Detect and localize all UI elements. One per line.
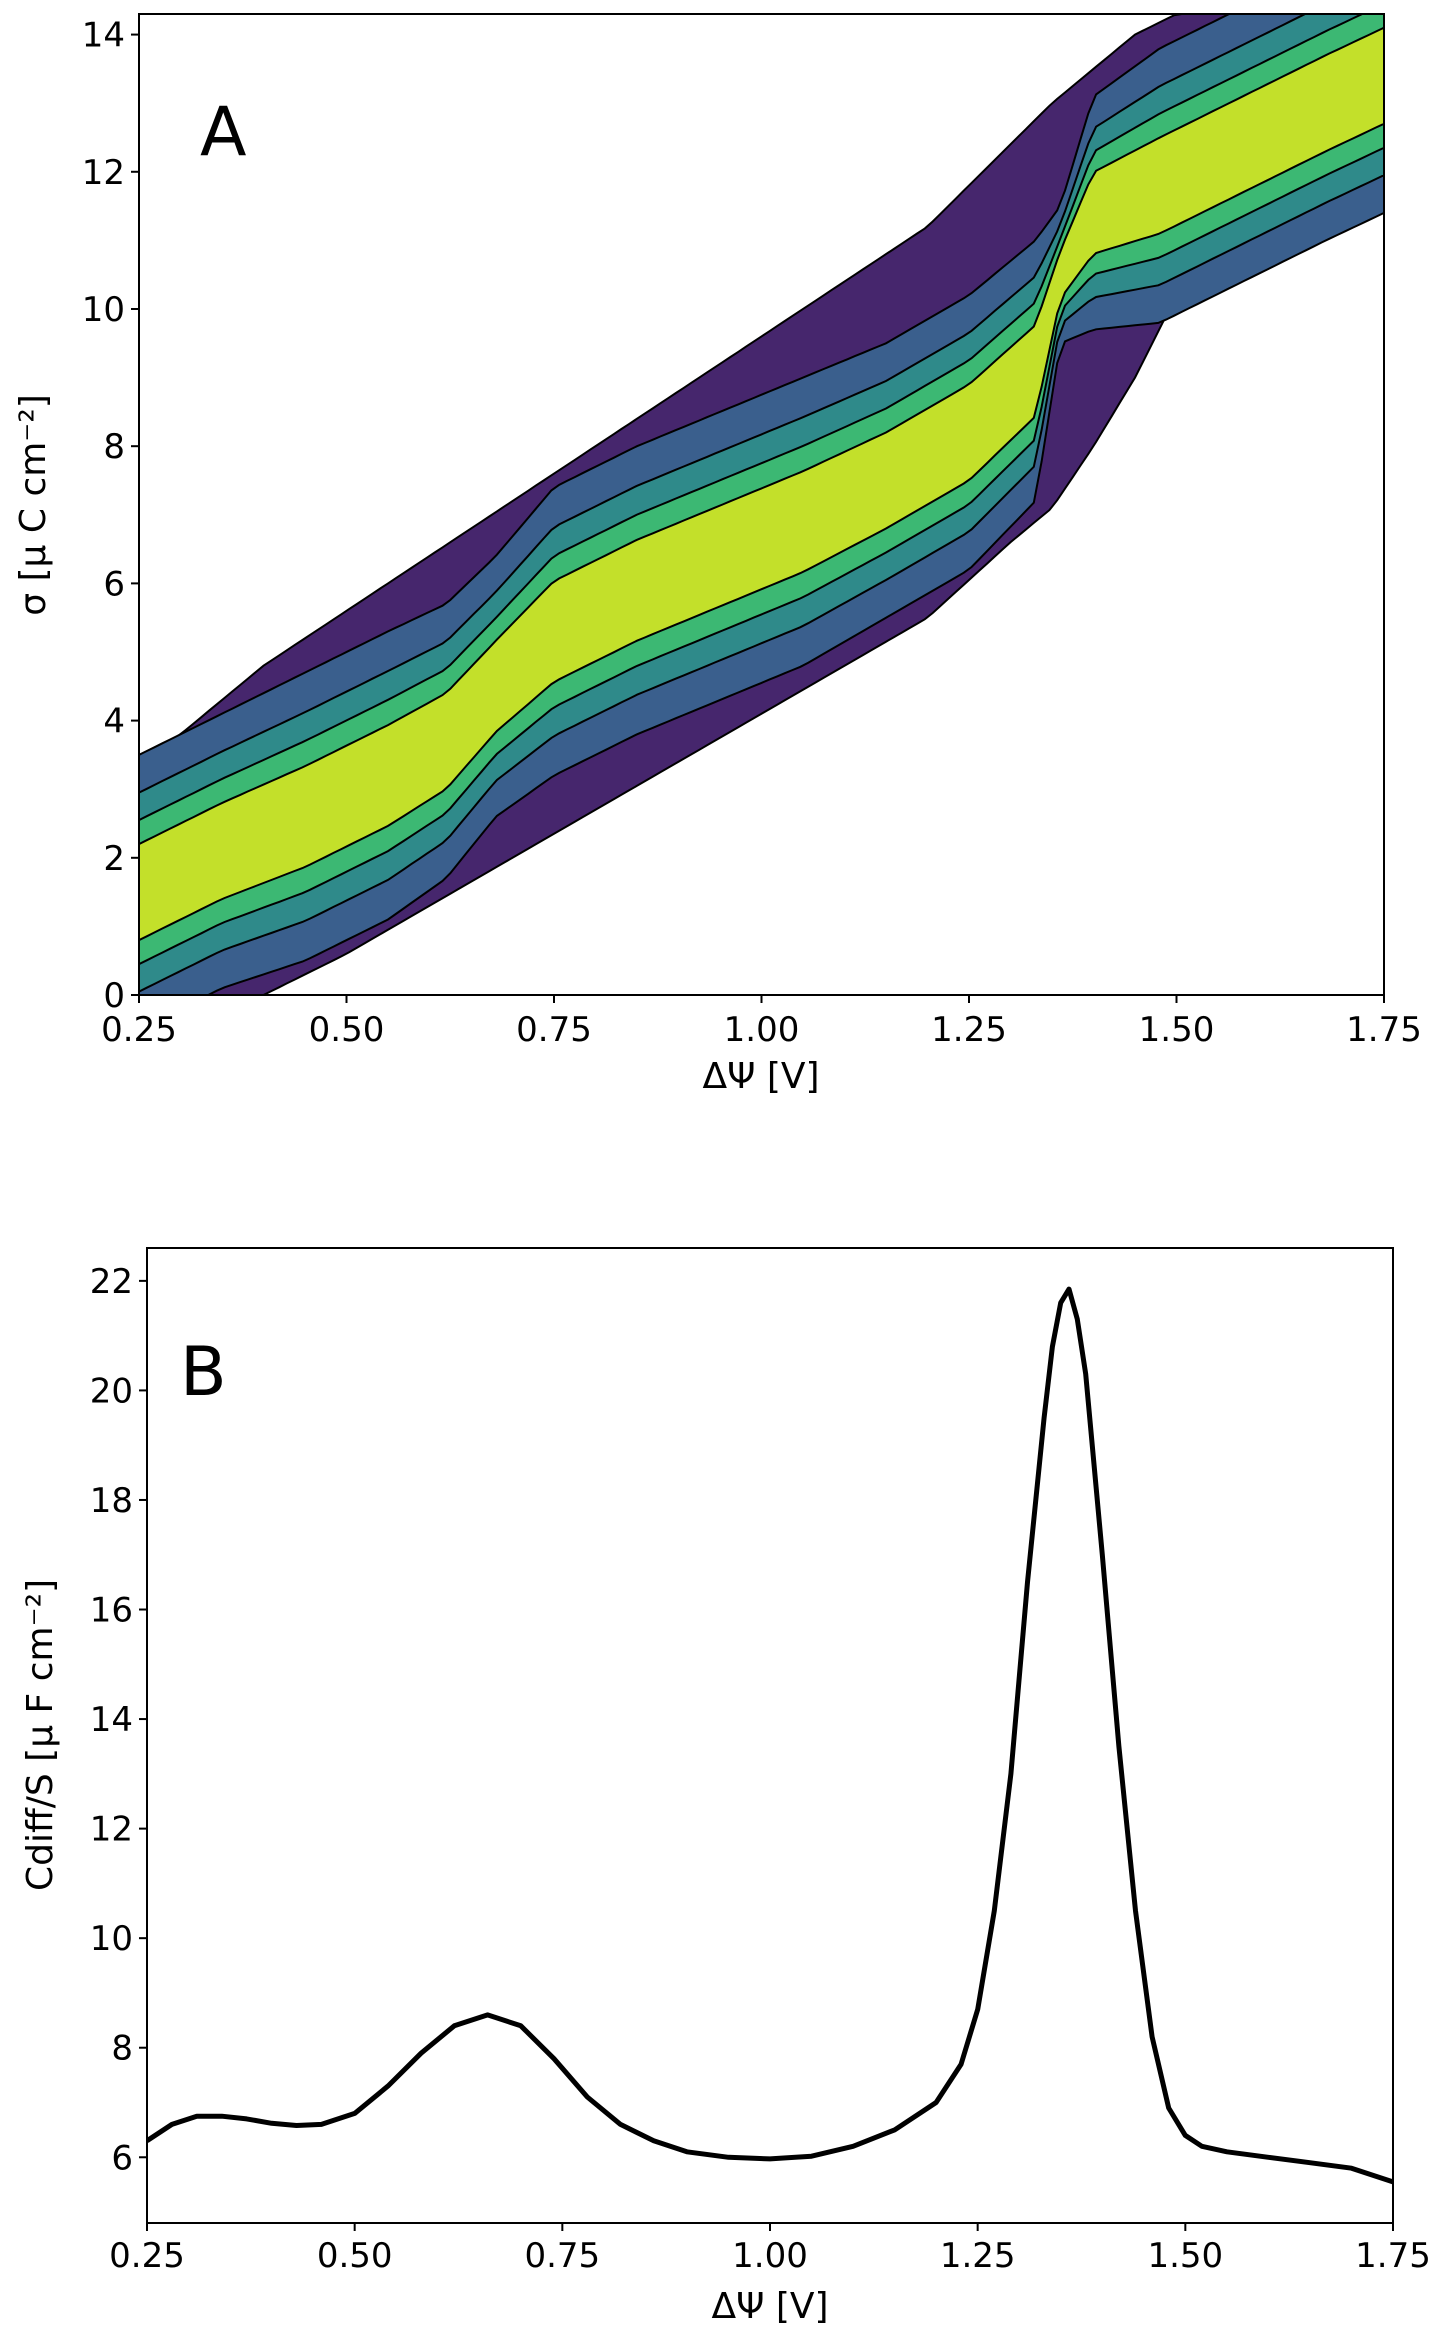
x-tick-label-b: 1.50 <box>1147 2236 1223 2276</box>
panel-a: 0.25 0.50 0.75 1.00 1.25 1.50 1.75 0 2 4 6 8 10 12 14… <box>13 13 1422 1097</box>
y-tick-label-b: 8 <box>111 2029 133 2069</box>
y-axis-a: 0 2 4 6 8 10 12 14 <box>82 16 139 1016</box>
x-tick-label-b: 1.25 <box>940 2236 1016 2276</box>
x-tick-label-b: 1.75 <box>1355 2236 1431 2276</box>
y-tick-label-a: 0 <box>103 976 125 1016</box>
y-tick-label-b: 22 <box>90 1262 133 1302</box>
line-plot-area <box>147 1286 1393 2185</box>
x-tick-label-a: 0.50 <box>309 1010 385 1050</box>
y-tick-label-a: 14 <box>82 16 125 56</box>
y-tick-label-a: 4 <box>103 702 125 742</box>
y-axis-b: 6 8 10 12 14 16 18 20 22 <box>90 1262 147 2178</box>
x-tick-label-b: 0.25 <box>109 2236 185 2276</box>
contour-plot-area <box>139 14 1384 995</box>
panel-label-b: B <box>180 1333 227 1412</box>
plot-frame-b <box>146 1247 1394 2224</box>
x-tick-label-a: 0.75 <box>516 1010 592 1050</box>
x-tick-label-a: 1.50 <box>1139 1010 1215 1050</box>
x-tick-label-b: 1.00 <box>732 2236 808 2276</box>
x-tick-label-a: 1.00 <box>724 1010 800 1050</box>
y-tick-label-b: 10 <box>90 1919 133 1959</box>
y-tick-label-b: 14 <box>90 1700 133 1740</box>
panel-label-a: A <box>200 93 247 172</box>
y-tick-label-b: 20 <box>90 1371 133 1411</box>
x-axis-label-a: ΔΨ [V] <box>702 1056 819 1097</box>
y-tick-label-b: 6 <box>111 2138 133 2178</box>
contour-level-4 <box>139 26 1384 942</box>
y-tick-label-a: 12 <box>82 153 125 193</box>
x-axis-b: 0.25 0.50 0.75 1.00 1.25 1.50 1.75 <box>109 2223 1431 2276</box>
y-tick-label-a: 6 <box>103 564 125 604</box>
y-axis-label-a: σ [μ C cm⁻²] <box>13 394 54 616</box>
x-tick-label-a: 0.25 <box>101 1010 177 1050</box>
x-tick-label-a: 1.25 <box>931 1010 1007 1050</box>
capacitance-line <box>147 1286 1393 2185</box>
x-tick-label-b: 0.75 <box>524 2236 600 2276</box>
y-tick-label-b: 12 <box>90 1810 133 1850</box>
y-tick-label-a: 10 <box>82 290 125 330</box>
x-axis-label-b: ΔΨ [V] <box>711 2286 828 2326</box>
y-tick-label-a: 2 <box>103 839 125 879</box>
x-tick-label-a: 1.75 <box>1346 1010 1422 1050</box>
y-tick-label-a: 8 <box>103 427 125 467</box>
y-axis-label-b: Cdiff/S [μ F cm⁻²] <box>20 1579 61 1891</box>
panel-b: 0.25 0.50 0.75 1.00 1.25 1.50 1.75 6 8 10 12 14 16 1… <box>20 1247 1431 2326</box>
y-tick-label-b: 18 <box>90 1481 133 1521</box>
y-tick-label-b: 16 <box>90 1591 133 1631</box>
x-tick-label-b: 0.50 <box>317 2236 393 2276</box>
x-axis-a: 0.25 0.50 0.75 1.00 1.25 1.50 1.75 <box>101 995 1422 1050</box>
